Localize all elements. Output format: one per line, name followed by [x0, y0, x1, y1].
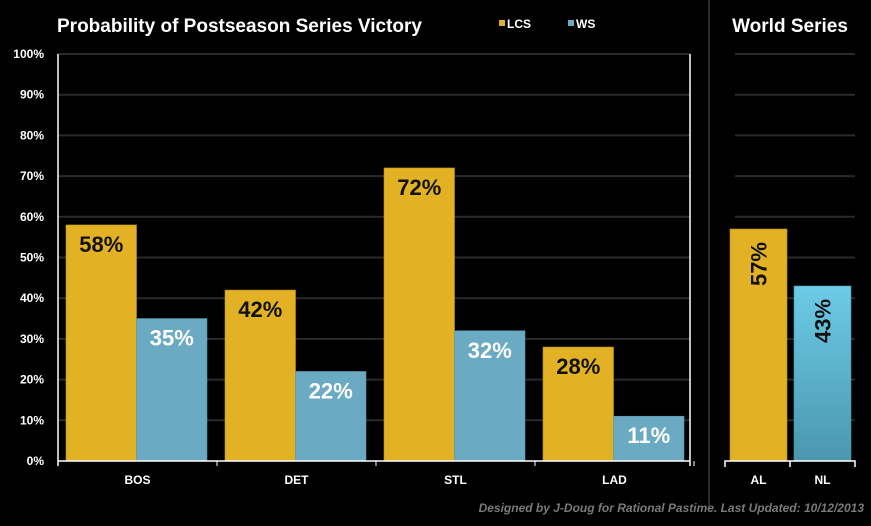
y-tick-label: 70% — [20, 169, 44, 183]
world-series-title: World Series — [732, 16, 848, 37]
bar-ws-bos — [136, 318, 208, 462]
y-tick-label: 60% — [20, 210, 44, 224]
ws-data-label: 43% — [811, 299, 836, 343]
data-label: 42% — [238, 297, 282, 322]
bar-ws-al — [729, 228, 788, 462]
bar-ws-lad — [613, 415, 685, 462]
data-label: 32% — [468, 338, 512, 363]
data-label: 28% — [556, 354, 600, 379]
y-tick-label: 40% — [20, 291, 44, 305]
data-label: 58% — [79, 232, 123, 257]
data-label: 72% — [397, 175, 441, 200]
bar-ws-nl — [793, 285, 852, 462]
ws-x-axis — [724, 460, 856, 467]
ws-x-tick-label: AL — [751, 473, 767, 487]
legend-swatch-ws — [568, 20, 574, 26]
ws-data-label: 57% — [747, 242, 772, 286]
data-label: 22% — [309, 378, 353, 403]
x-tick-label: LAD — [602, 473, 627, 487]
legend-label-ws: WS — [576, 17, 595, 31]
x-tick-label: BOS — [124, 473, 150, 487]
ws-x-tick-label: NL — [815, 473, 831, 487]
y-tick-label: 90% — [20, 88, 44, 102]
y-tick-label: 100% — [13, 47, 44, 61]
x-tick-label: STL — [444, 473, 467, 487]
footer-credit: Designed by J-Doug for Rational Pastime.… — [479, 501, 865, 515]
y-tick-label: 0% — [27, 454, 45, 468]
data-label: 35% — [150, 326, 194, 351]
y-tick-label: 10% — [20, 413, 44, 427]
bar-lcs-det — [224, 289, 296, 462]
bar-lcs-stl — [383, 167, 455, 462]
y-tick-label: 50% — [20, 251, 44, 265]
bar-ws-stl — [454, 330, 526, 462]
y-tick-label: 80% — [20, 128, 44, 142]
data-label: 11% — [627, 423, 670, 448]
legend-swatch-lcs — [499, 20, 505, 26]
bar-lcs-bos — [65, 224, 137, 462]
chart-title: Probability of Postseason Series Victory — [57, 16, 422, 37]
x-tick-label: DET — [285, 473, 310, 487]
y-tick-label: 30% — [20, 332, 44, 346]
bar-lcs-lad — [542, 346, 614, 462]
legend-label-lcs: LCS — [507, 17, 531, 31]
bar-ws-det — [295, 371, 367, 462]
y-tick-label: 20% — [20, 373, 44, 387]
